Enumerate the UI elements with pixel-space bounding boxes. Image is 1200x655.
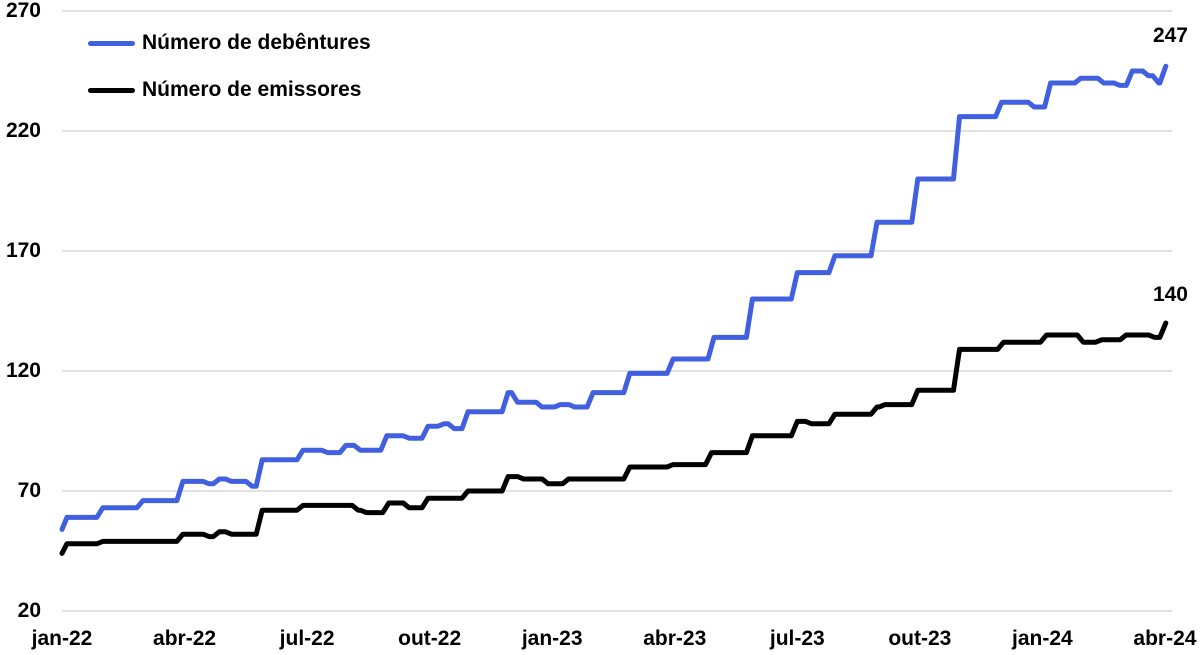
end-label-debentures: 247 xyxy=(1152,24,1188,47)
x-tick-label: jan-22 xyxy=(31,627,93,650)
legend: Número de debêntures Número de emissores xyxy=(88,31,371,102)
emissores-line-sample-icon xyxy=(88,87,135,93)
legend-label-debentures: Número de debêntures xyxy=(142,31,371,54)
x-tick-label: abr-23 xyxy=(643,627,707,650)
y-tick-label: 170 xyxy=(5,239,41,262)
x-tick-label: out-23 xyxy=(888,627,952,650)
x-tick-label: jan-23 xyxy=(521,627,583,650)
y-tick-label: 220 xyxy=(5,119,41,142)
y-tick-label: 120 xyxy=(5,359,41,382)
legend-item-debentures: Número de debêntures xyxy=(88,31,371,55)
end-label-emissores: 140 xyxy=(1152,283,1188,306)
x-tick-label: jul-22 xyxy=(279,627,335,650)
debentures-line xyxy=(59,63,1169,532)
debentures-line-sample-icon xyxy=(88,40,135,46)
x-tick-label: jan-24 xyxy=(1012,627,1073,650)
x-tick-label: abr-24 xyxy=(1133,627,1197,650)
x-tick-label: out-22 xyxy=(398,627,462,650)
x-tick-label: abr-22 xyxy=(153,627,217,650)
legend-label-emissores: Número de emissores xyxy=(142,78,362,101)
legend-item-emissores: Número de emissores xyxy=(88,78,371,102)
emissores-line xyxy=(59,320,1169,556)
y-tick-label: 20 xyxy=(17,599,41,622)
x-tick-label: jul-23 xyxy=(769,627,825,650)
y-tick-label: 270 xyxy=(5,0,41,22)
y-tick-label: 70 xyxy=(17,479,41,502)
